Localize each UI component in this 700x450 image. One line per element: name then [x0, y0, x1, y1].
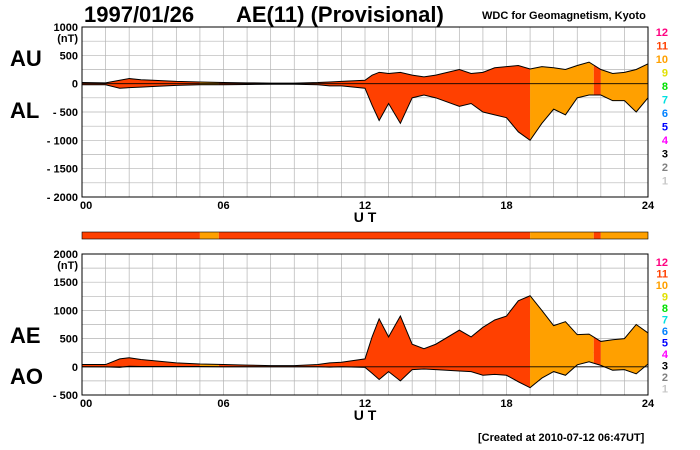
x-tick-label: 18	[500, 398, 512, 410]
activity-strip-segment	[218, 232, 531, 239]
activity-level-label: 8	[662, 303, 668, 315]
x-tick-label: 12	[359, 398, 371, 410]
created-timestamp: [Created at 2010-07-12 06:47UT]	[478, 432, 645, 444]
plot-frame	[81, 26, 649, 198]
activity-level-label: 3	[662, 361, 668, 373]
series-line-ae	[82, 295, 649, 367]
x-tick-label: 06	[217, 200, 229, 212]
y-tick-label: 1000	[54, 22, 78, 34]
activity-level-label: 5	[662, 122, 668, 134]
x-axis-label: U T	[354, 407, 377, 423]
y-tick-label: 0	[72, 362, 78, 374]
date-label: 1997/01/26	[84, 2, 195, 27]
y-tick-label: 0	[72, 79, 78, 91]
index-label-au: AU	[10, 46, 42, 71]
activity-strip-frame	[81, 231, 649, 240]
activity-level-label: 4	[662, 349, 669, 361]
y-tick-label: - 500	[53, 107, 78, 119]
y-tick-label: 500	[60, 50, 78, 62]
activity-level-label: 4	[662, 135, 669, 147]
x-tick-label: 00	[80, 200, 92, 212]
y-tick-label: - 1500	[47, 164, 78, 176]
activity-level-label: 12	[656, 27, 668, 39]
chart-title: AE(11) (Provisional)	[236, 2, 444, 27]
activity-level-label: 11	[656, 41, 668, 53]
panel-1	[81, 26, 649, 198]
activity-strip-segment	[199, 232, 219, 239]
activity-level-label: 11	[656, 269, 668, 281]
y-tick-label: 1500	[54, 277, 78, 289]
activity-level-label: 2	[662, 372, 668, 384]
activity-fill-segment	[600, 324, 648, 374]
activity-level-label: 6	[662, 108, 668, 120]
activity-level-label: 9	[662, 292, 668, 304]
y-tick-label: - 2000	[47, 192, 78, 204]
activity-level-label: 1	[662, 384, 668, 396]
activity-strip-segment	[600, 232, 648, 239]
activity-fill-segment	[82, 357, 200, 368]
activity-level-label: 7	[662, 315, 668, 327]
activity-level-label: 6	[662, 326, 668, 338]
y-unit-label: (nT)	[57, 260, 78, 272]
plot-frame	[81, 253, 649, 396]
activity-level-label: 7	[662, 95, 668, 107]
activity-fill-segment	[530, 295, 594, 388]
x-tick-label: 12	[359, 200, 371, 212]
x-tick-label: 24	[642, 200, 655, 212]
activity-level-label: 1	[662, 176, 668, 188]
y-unit-label: (nT)	[57, 33, 78, 45]
activity-level-label: 10	[656, 54, 668, 66]
index-label-al: AL	[10, 98, 39, 123]
activity-level-label: 2	[662, 162, 668, 174]
x-tick-label: 06	[217, 398, 229, 410]
activity-level-label: 10	[656, 280, 668, 292]
activity-fill-segment	[593, 65, 601, 95]
x-tick-label: 24	[642, 398, 655, 410]
activity-fill-segment	[218, 295, 531, 388]
activity-strip-segment	[593, 232, 601, 239]
activity-level-label: 5	[662, 338, 668, 350]
activity-strip-segment	[530, 232, 594, 239]
y-tick-label: - 1000	[47, 135, 78, 147]
y-tick-label: - 500	[53, 390, 78, 402]
index-label-ae: AE	[10, 323, 41, 348]
activity-fill-segment	[593, 337, 601, 366]
x-axis-label: U T	[354, 209, 377, 225]
activity-fill-segment	[218, 65, 531, 141]
y-tick-label: 500	[60, 334, 78, 346]
x-tick-label: 18	[500, 200, 512, 212]
y-tick-label: 2000	[54, 249, 78, 261]
x-tick-label: 00	[80, 398, 92, 410]
y-tick-label: 1000	[54, 305, 78, 317]
series-line-al	[82, 83, 649, 142]
index-label-ao: AO	[10, 364, 43, 389]
panel-2	[81, 253, 649, 396]
activity-level-label: 3	[662, 149, 668, 161]
activity-strip-segment	[82, 232, 200, 239]
activity-fill-segment	[600, 63, 648, 112]
activity-level-label: 8	[662, 81, 668, 93]
activity-fill-segment	[530, 62, 594, 141]
activity-level-label: 9	[662, 68, 668, 80]
activity-level-label: 12	[656, 257, 668, 269]
series-line-au	[81, 61, 649, 84]
credit-label: WDC for Geomagnetism, Kyoto	[482, 10, 646, 22]
